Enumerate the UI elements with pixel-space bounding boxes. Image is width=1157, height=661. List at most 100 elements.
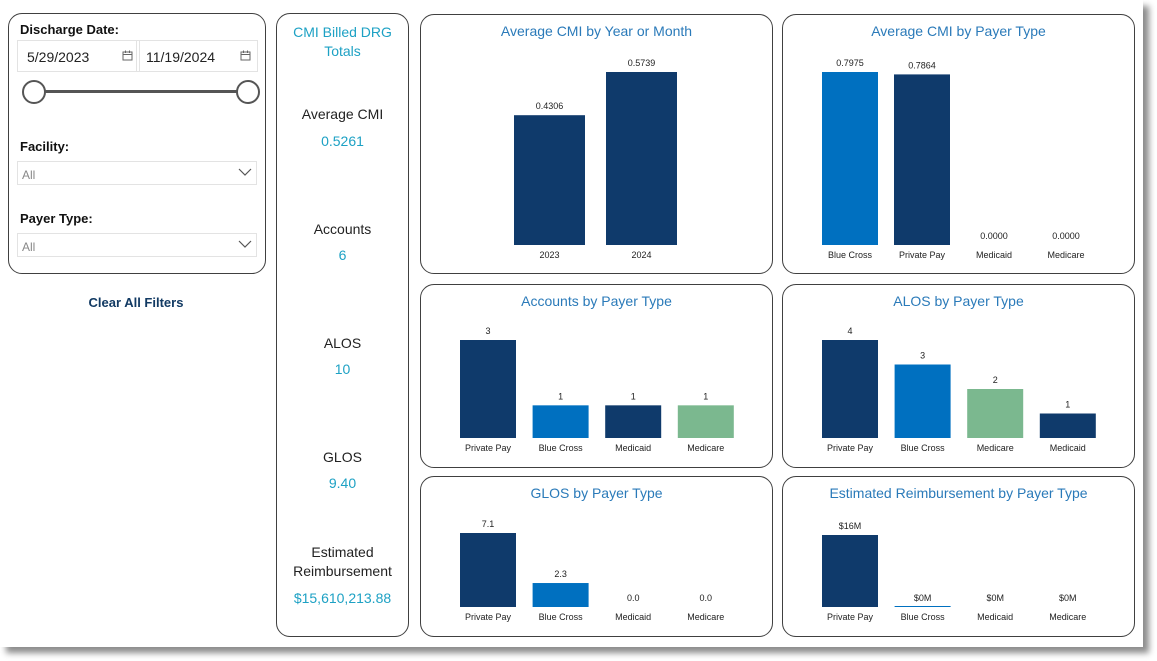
category-label: Medicaid [977,612,1013,622]
category-label: Medicaid [1050,443,1086,453]
category-label: Blue Cross [901,443,946,453]
bar-medicare[interactable] [967,389,1024,438]
category-label: Private Pay [465,443,512,453]
data-label: 0.0 [627,593,640,603]
category-label: Private Pay [899,250,946,260]
data-label: 0.4306 [536,101,564,111]
date-range-slider-track[interactable] [32,90,246,93]
chart-title: GLOS by Payer Type [530,485,663,501]
chart-panel-reimbursement-payer[interactable]: Estimated Reimbursement by Payer Type $1… [782,476,1135,637]
data-label: 1 [631,391,636,401]
data-label: 0.7975 [836,58,864,68]
end-date-value: 11/19/2024 [146,49,216,65]
data-label: 1 [703,391,708,401]
bar-medicare[interactable] [677,405,734,438]
average-cmi-label: Average CMI [301,106,384,122]
chevron-down-icon [238,168,252,176]
glos-label: GLOS [323,449,362,465]
clear-all-filters-button[interactable]: Clear All Filters [73,295,199,310]
estimated-reimbursement-label: Estimated Reimbursement [293,544,392,579]
data-label: $0M [1059,593,1077,603]
accounts-by-payer-chart[interactable]: 3 Private Pay 1 Blue Cross 1 Medicaid 1 Medicar… [421,285,774,469]
glos-value: 9.40 [328,475,357,491]
end-date-input[interactable]: 11/19/2024 [136,40,258,72]
data-label: 0.0 [700,593,713,603]
chart-title: Average CMI by Year or Month [500,23,693,39]
bar-private-pay[interactable] [460,340,516,438]
cmi-by-year-chart[interactable]: 0.4306 2023 0.5739 2024 [421,15,774,275]
payer-type-select[interactable]: All [17,233,257,257]
calendar-icon[interactable] [122,50,133,61]
data-label: 7.1 [482,519,495,529]
calendar-icon[interactable] [240,50,251,61]
category-label: Blue Cross [539,443,584,453]
data-label: 1 [558,391,563,401]
cmi-by-payer-chart[interactable]: 0.7975 Blue Cross 0.7864 Private Pay 0.0000 M… [783,15,1136,275]
category-label: Medicaid [976,250,1012,260]
facility-select-value: All [22,168,36,182]
bar-blue-cross[interactable] [894,606,951,607]
chart-panel-alos-payer[interactable]: ALOS by Payer Type 4 Private Pay 3 Blue Cro… [782,284,1135,468]
filter-panel: Discharge Date: 5/29/2023 11/19/2024 Fac… [8,13,266,274]
bar-private-pay[interactable] [822,340,878,438]
chart-panel-cmi-year[interactable]: Average CMI by Year or Month 0.4306 2023 0… [420,14,773,274]
category-label: 2024 [631,250,651,260]
category-label: Blue Cross [539,612,584,622]
payer-type-label: Payer Type: [20,211,93,226]
category-label: Medicare [687,443,724,453]
accounts-label: Accounts [313,221,372,237]
slider-end-handle[interactable] [236,80,260,104]
start-date-value: 5/29/2023 [27,49,90,65]
chart-title: ALOS by Payer Type [893,293,1024,309]
category-label: Private Pay [827,612,874,622]
slider-start-handle[interactable] [22,80,46,104]
data-label: $0M [986,593,1004,603]
category-label: Medicare [1049,612,1086,622]
alos-label: ALOS [323,335,362,351]
data-label: 2.3 [554,569,567,579]
data-label: 1 [1065,400,1070,410]
reimbursement-by-payer-chart[interactable]: $16M Private Pay $0M Blue Cross $0M Medicaid $… [783,477,1136,638]
bar-2024[interactable] [606,72,677,245]
kpi-panel-title: CMI Billed DRG Totals [293,24,392,59]
bar-blue-cross[interactable] [822,72,878,245]
chart-panel-accounts-payer[interactable]: Accounts by Payer Type 3 Private Pay 1 Blue… [420,284,773,468]
chart-title: Average CMI by Payer Type [871,23,1046,39]
start-date-input[interactable]: 5/29/2023 [17,40,140,72]
category-label: Medicare [977,443,1014,453]
bar-blue-cross[interactable] [532,405,589,438]
bar-blue-cross[interactable] [894,364,951,439]
data-label: $0M [914,593,932,603]
chart-panel-glos-payer[interactable]: GLOS by Payer Type 7.1 Private Pay 2.3 Blue… [420,476,773,637]
chevron-down-icon [238,240,252,248]
estimated-reimbursement-value: $15,610,213.88 [293,590,392,606]
bar-medicaid[interactable] [605,405,662,438]
bar-2023[interactable] [514,115,585,245]
data-label: 3 [920,351,925,361]
bar-medicaid[interactable] [1039,413,1096,439]
facility-select[interactable]: All [17,161,257,185]
discharge-date-label: Discharge Date: [20,22,119,37]
category-label: Blue Cross [901,612,946,622]
glos-by-payer-chart[interactable]: 7.1 Private Pay 2.3 Blue Cross 0.0 Medicaid 0.… [421,477,774,638]
data-label: 4 [847,326,852,336]
payer-type-select-value: All [22,240,36,254]
bar-private-pay[interactable] [894,74,950,245]
data-label: 0.7864 [908,60,936,70]
category-label: Medicaid [615,612,651,622]
bar-private-pay[interactable] [822,535,878,607]
facility-label: Facility: [20,139,70,154]
data-label: $16M [839,521,862,531]
bar-private-pay[interactable] [460,533,516,607]
chart-title: Accounts by Payer Type [521,293,672,309]
chart-panel-cmi-payer[interactable]: Average CMI by Payer Type 0.7975 Blue Cro… [782,14,1135,274]
category-label: Medicare [687,612,724,622]
bar-blue-cross[interactable] [532,583,589,607]
data-label: 0.0000 [980,231,1008,241]
dashboard-frame: Discharge Date: 5/29/2023 11/19/2024 Fac… [8,13,1135,637]
category-label: 2023 [539,250,559,260]
alos-by-payer-chart[interactable]: 4 Private Pay 3 Blue Cross 2 Medicare 1 Medicai… [783,285,1136,469]
accounts-value: 6 [338,247,347,263]
category-label: Private Pay [827,443,874,453]
category-label: Medicare [1047,250,1084,260]
